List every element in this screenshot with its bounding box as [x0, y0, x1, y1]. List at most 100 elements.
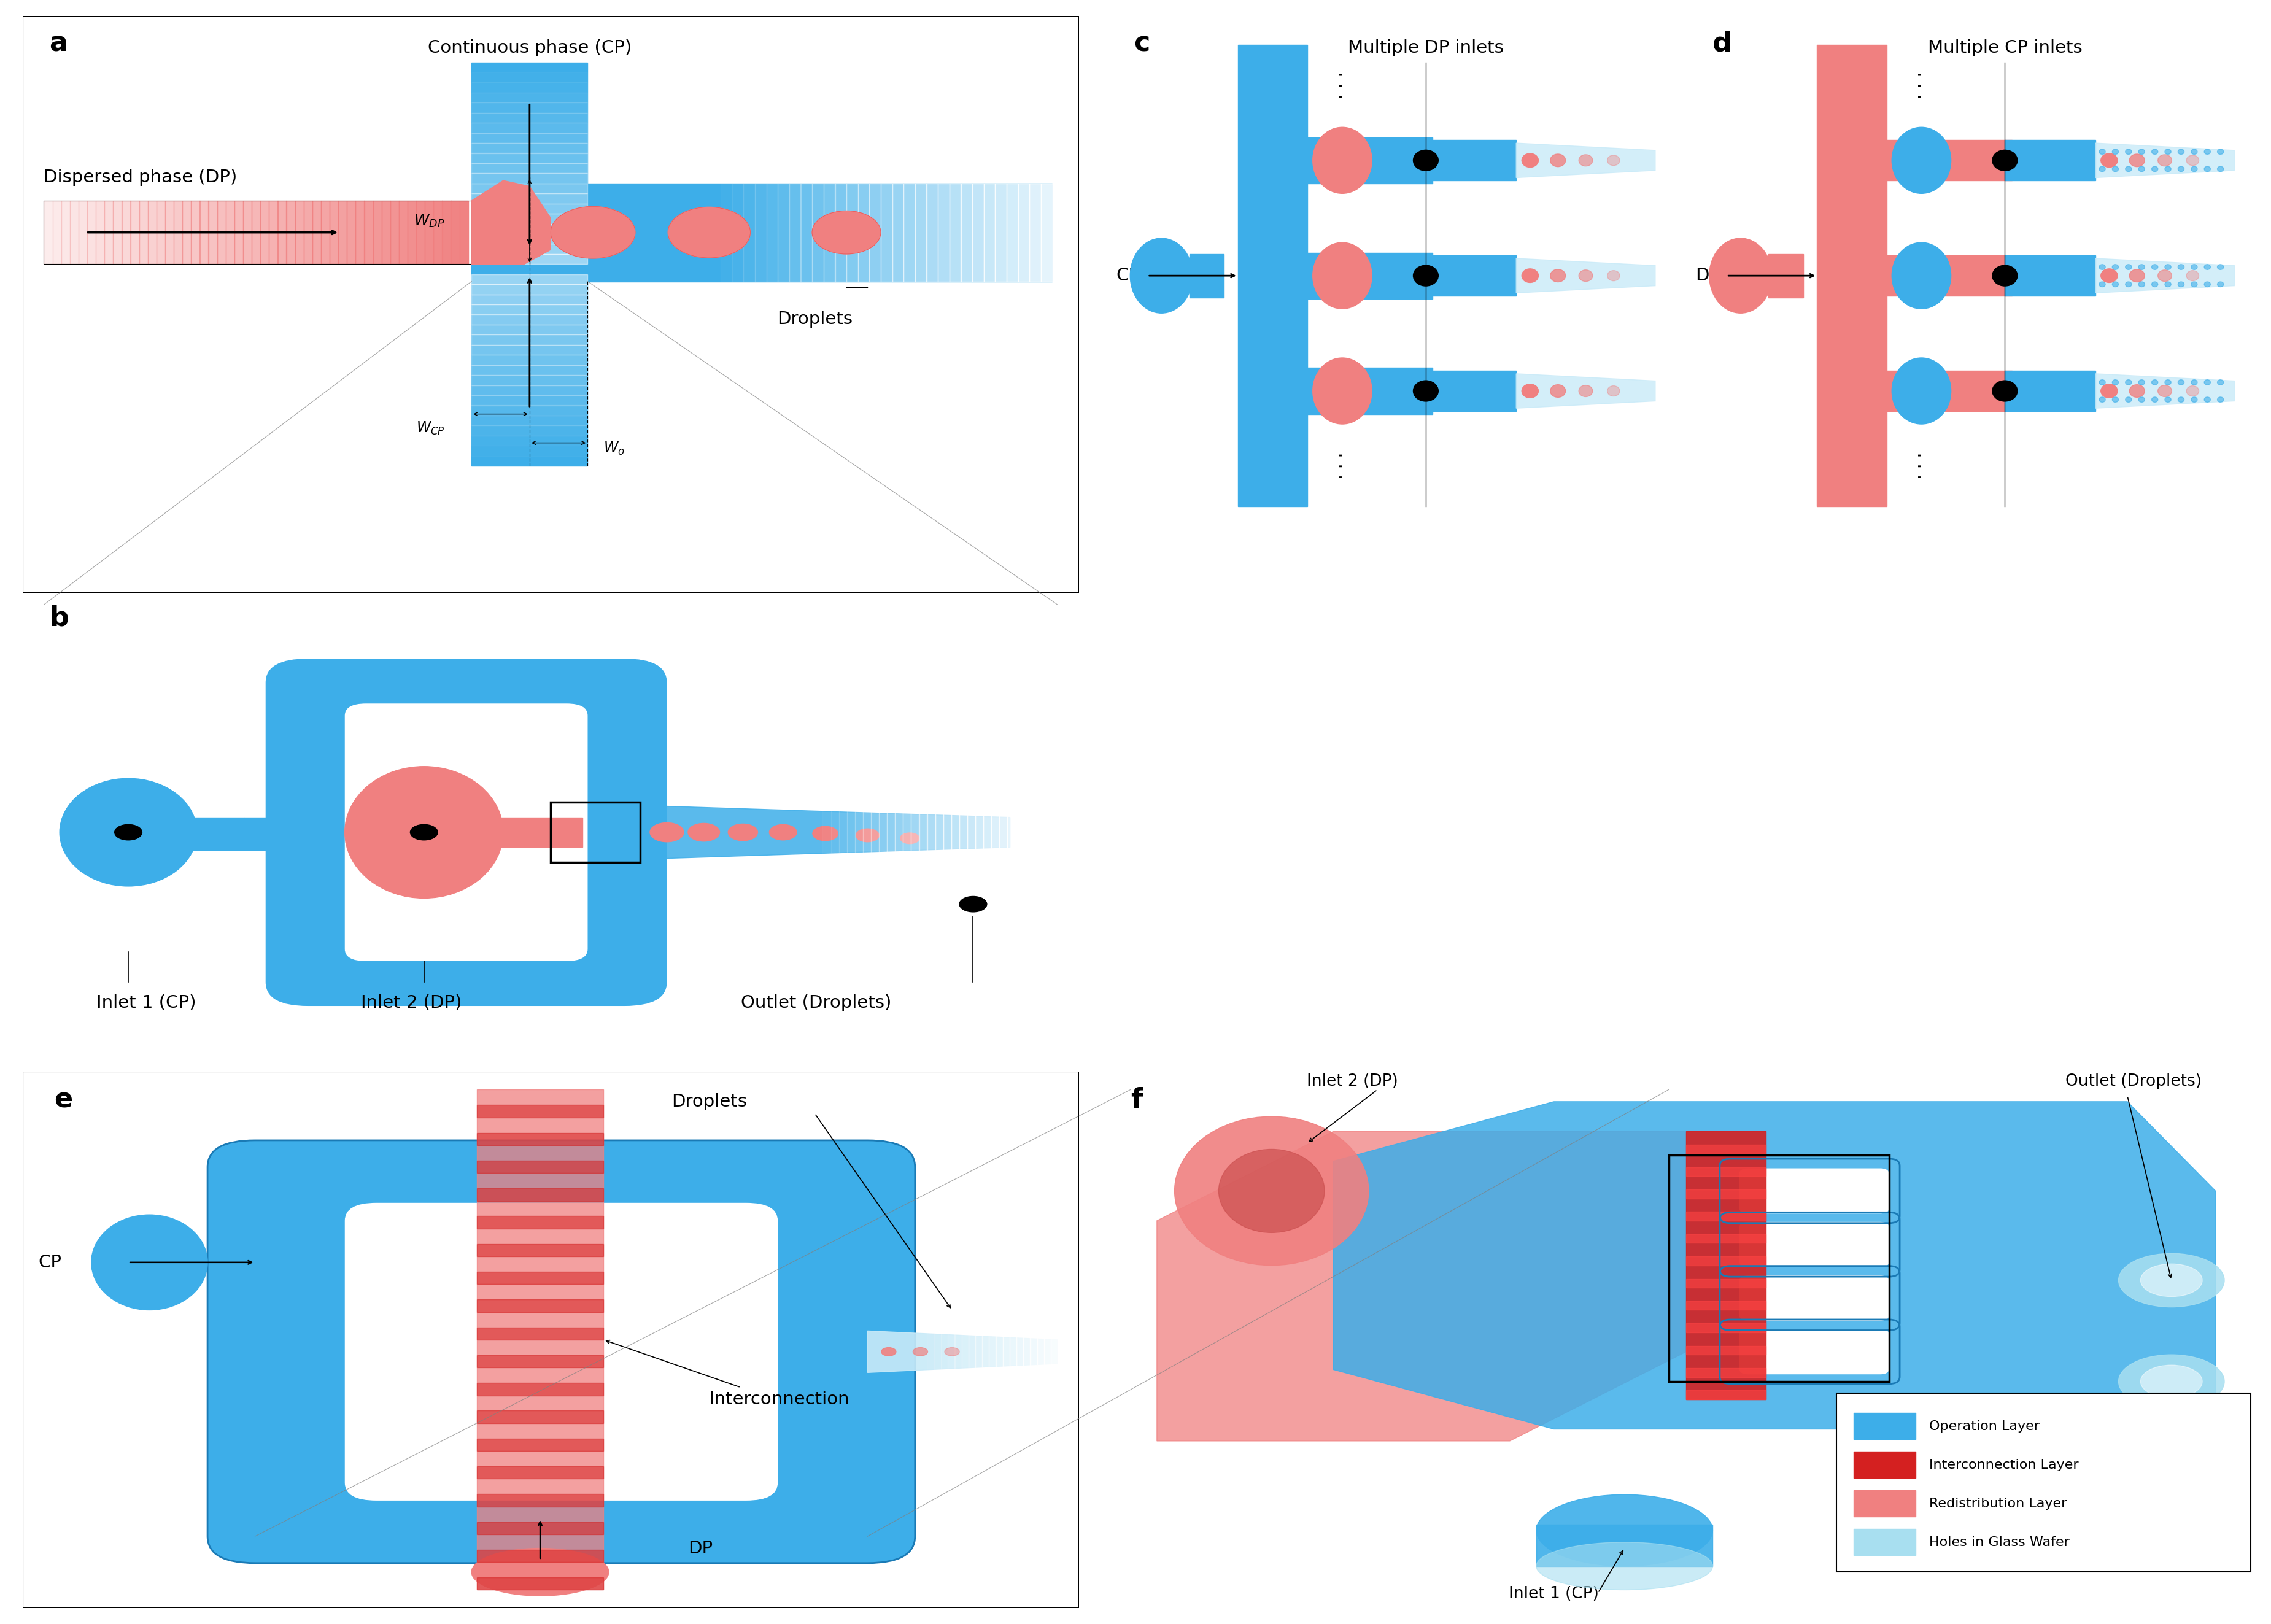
Bar [895, 806, 904, 859]
Bar [472, 174, 588, 184]
Ellipse shape [1174, 1117, 1369, 1265]
Circle shape [411, 825, 438, 840]
Bar [477, 1384, 604, 1395]
Ellipse shape [1313, 357, 1372, 424]
Bar [1008, 806, 1015, 859]
Ellipse shape [91, 1215, 207, 1311]
Text: Interconnection: Interconnection [709, 1390, 849, 1408]
Circle shape [2126, 380, 2132, 385]
Circle shape [2101, 383, 2117, 398]
Circle shape [2139, 380, 2144, 385]
Bar [472, 112, 588, 123]
Text: $W_{CP}$: $W_{CP}$ [416, 421, 445, 437]
Circle shape [2216, 396, 2223, 403]
Bar [477, 1577, 604, 1590]
Circle shape [1578, 154, 1592, 166]
Bar [1238, 45, 1308, 507]
Circle shape [1413, 149, 1438, 171]
Bar [459, 201, 468, 265]
Bar [1308, 253, 1433, 299]
Circle shape [2192, 149, 2198, 154]
Bar [472, 365, 588, 375]
Circle shape [913, 1348, 929, 1356]
Bar [1017, 184, 1029, 281]
Bar [139, 201, 148, 265]
Bar [261, 201, 268, 265]
Bar [123, 201, 129, 265]
Text: Operation Layer: Operation Layer [1928, 1419, 2039, 1432]
Bar [472, 73, 588, 83]
Circle shape [899, 833, 920, 844]
Bar [477, 1104, 604, 1117]
Bar [1685, 1257, 1765, 1265]
Text: · · ·: · · · [1333, 71, 1351, 99]
Ellipse shape [472, 1548, 609, 1596]
Circle shape [770, 825, 797, 840]
Text: CP: CP [39, 1254, 61, 1272]
Circle shape [2130, 154, 2144, 167]
Circle shape [2101, 268, 2117, 283]
Bar [472, 224, 588, 234]
Circle shape [1578, 270, 1592, 281]
Bar [1190, 255, 1224, 297]
Circle shape [2205, 149, 2210, 154]
Bar [86, 201, 95, 265]
Bar [477, 1189, 604, 1200]
FancyBboxPatch shape [345, 1203, 777, 1501]
Circle shape [2192, 380, 2198, 385]
Bar [477, 1161, 604, 1173]
Bar [893, 184, 904, 281]
Bar [234, 201, 243, 265]
Bar [425, 201, 434, 265]
Ellipse shape [1710, 239, 1771, 313]
Circle shape [2205, 396, 2210, 403]
Circle shape [2126, 166, 2132, 172]
Circle shape [2126, 281, 2132, 287]
Bar [472, 102, 588, 112]
Bar [173, 201, 182, 265]
Bar [472, 335, 588, 344]
Bar [472, 375, 588, 385]
Text: d: d [1712, 31, 1733, 57]
Bar [1669, 1155, 1889, 1382]
Bar [1853, 1530, 1914, 1556]
Circle shape [2151, 265, 2157, 270]
Circle shape [2139, 281, 2144, 287]
Circle shape [2139, 149, 2144, 154]
Circle shape [2164, 380, 2171, 385]
Circle shape [2151, 166, 2157, 172]
Bar [43, 201, 472, 265]
Ellipse shape [1892, 127, 1951, 193]
Bar [472, 385, 588, 395]
Bar [927, 184, 938, 281]
Circle shape [2216, 265, 2223, 270]
Bar [472, 193, 588, 203]
Text: Continuous phase (CP): Continuous phase (CP) [427, 39, 631, 57]
Bar [70, 201, 79, 265]
Bar [709, 184, 720, 281]
Text: · · ·: · · · [1333, 453, 1351, 479]
Bar [1853, 1491, 1914, 1517]
Bar [847, 806, 854, 859]
Bar [382, 201, 391, 265]
Bar [847, 184, 858, 281]
Bar [990, 806, 999, 859]
Circle shape [2151, 396, 2157, 403]
Circle shape [2178, 380, 2185, 385]
Bar [1837, 1393, 2251, 1572]
Bar [472, 425, 588, 435]
Bar [477, 1134, 604, 1145]
Text: Redistribution Layer: Redistribution Layer [1928, 1497, 2067, 1510]
Bar [472, 153, 588, 164]
Bar [472, 83, 588, 93]
Circle shape [688, 823, 720, 841]
Bar [472, 395, 588, 406]
Bar [822, 806, 831, 859]
Bar [904, 184, 915, 281]
Polygon shape [2096, 374, 2235, 408]
Bar [1051, 1332, 1058, 1372]
Circle shape [2178, 396, 2185, 403]
Bar [425, 817, 581, 848]
Circle shape [2164, 265, 2171, 270]
Ellipse shape [2142, 1366, 2203, 1398]
